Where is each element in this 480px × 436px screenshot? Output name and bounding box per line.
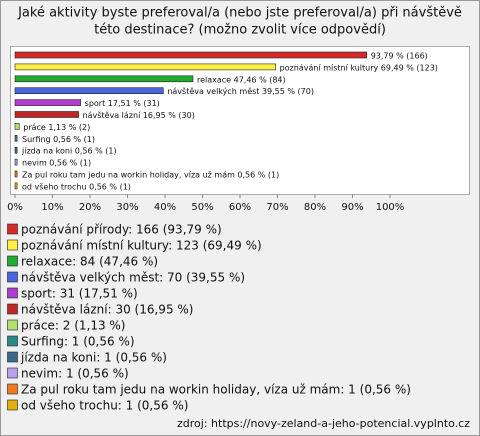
bar xyxy=(14,158,18,166)
x-tick-label: 70% xyxy=(266,202,288,213)
legend-label: Za pul roku tam jedu na workin holiday, … xyxy=(21,383,411,397)
plot-area xyxy=(10,46,470,195)
legend-label: relaxace: 84 (47,46 %) xyxy=(21,255,158,269)
x-tick-label: 80% xyxy=(304,202,326,213)
value-label: poznávání místní kultury 69,49 % (123) xyxy=(280,63,438,72)
value-label: jízda na koni 0,56 % (1) xyxy=(21,147,117,156)
legend-swatch xyxy=(7,399,18,411)
x-tick-label: 20% xyxy=(79,202,101,213)
x-tick-label: 40% xyxy=(154,202,176,213)
value-label: návštěva lázní 16,95 % (30) xyxy=(83,110,195,120)
legend-label: sport: 31 (17,51 %) xyxy=(21,287,138,301)
bar xyxy=(14,111,79,118)
x-tick-label: 90% xyxy=(341,202,363,213)
value-label: sport 17,51 % (31) xyxy=(85,99,160,108)
x-tick-label: 10% xyxy=(41,202,63,213)
value-label: Surfing 0,56 % (1) xyxy=(22,135,95,144)
value-label: Za pul roku tam jedu na workin holiday, … xyxy=(22,171,279,180)
value-label: nevim 0,56 % (1) xyxy=(22,159,91,168)
bar xyxy=(14,51,368,59)
legend-label: jízda na koni: 1 (0,56 %) xyxy=(20,351,167,365)
value-label: 93,79 % (166) xyxy=(371,52,428,61)
bar xyxy=(14,99,81,106)
chart-title: Jaké aktivity byste preferoval/a (nebo j… xyxy=(17,6,462,21)
bar xyxy=(14,170,18,178)
legend-swatch xyxy=(7,319,18,331)
x-tick-label: 30% xyxy=(116,202,138,213)
legend-label: od všeho trochu: 1 (0,56 %) xyxy=(21,399,188,413)
legend-swatch xyxy=(7,223,18,235)
bar xyxy=(14,135,18,142)
legend-label: návštěva velkých měst: 70 (39,55 %) xyxy=(21,271,245,285)
legend-label: nevim: 1 (0,56 %) xyxy=(21,367,129,381)
legend-swatch xyxy=(7,367,18,379)
x-tick-label: 100% xyxy=(376,202,405,213)
value-label: práce 1,13 % (2) xyxy=(23,123,90,132)
x-tick-label: 0% xyxy=(7,202,23,213)
legend-label: poznávání přírody: 166 (93,79 %) xyxy=(21,223,222,237)
chart-title: této destinace? (možno zvolit více odpov… xyxy=(94,23,386,38)
legend-label: poznávání místní kultury: 123 (69,49 %) xyxy=(21,239,262,253)
source: zdroj: https://novy-zeland-a-jeho-potenc… xyxy=(177,417,470,430)
legend-swatch xyxy=(7,287,18,299)
legend-swatch xyxy=(7,335,18,347)
legend-swatch xyxy=(7,239,18,251)
bar xyxy=(14,123,20,130)
x-tick-label: 50% xyxy=(191,202,213,213)
legend-label: Surfing: 1 (0,56 %) xyxy=(21,335,135,349)
value-label: návštěva velkých měst 39,55 % (70) xyxy=(167,86,314,96)
legend-swatch xyxy=(7,303,18,315)
value-label: relaxace 47,46 % (84) xyxy=(197,75,286,84)
bar xyxy=(14,182,18,190)
x-tick-label: 60% xyxy=(229,202,251,213)
legend-swatch xyxy=(7,255,18,267)
legend-swatch xyxy=(7,271,18,283)
bar xyxy=(14,87,164,94)
value-label: od všeho trochu 0,56 % (1) xyxy=(22,181,131,191)
bar xyxy=(14,75,194,83)
bar xyxy=(14,63,276,71)
legend-swatch xyxy=(7,383,18,395)
legend-label: návštěva lázní: 30 (16,95 %) xyxy=(21,303,193,317)
legend-swatch xyxy=(7,351,18,363)
bar xyxy=(14,146,18,154)
legend-label: práce: 2 (1,13 %) xyxy=(21,319,126,333)
